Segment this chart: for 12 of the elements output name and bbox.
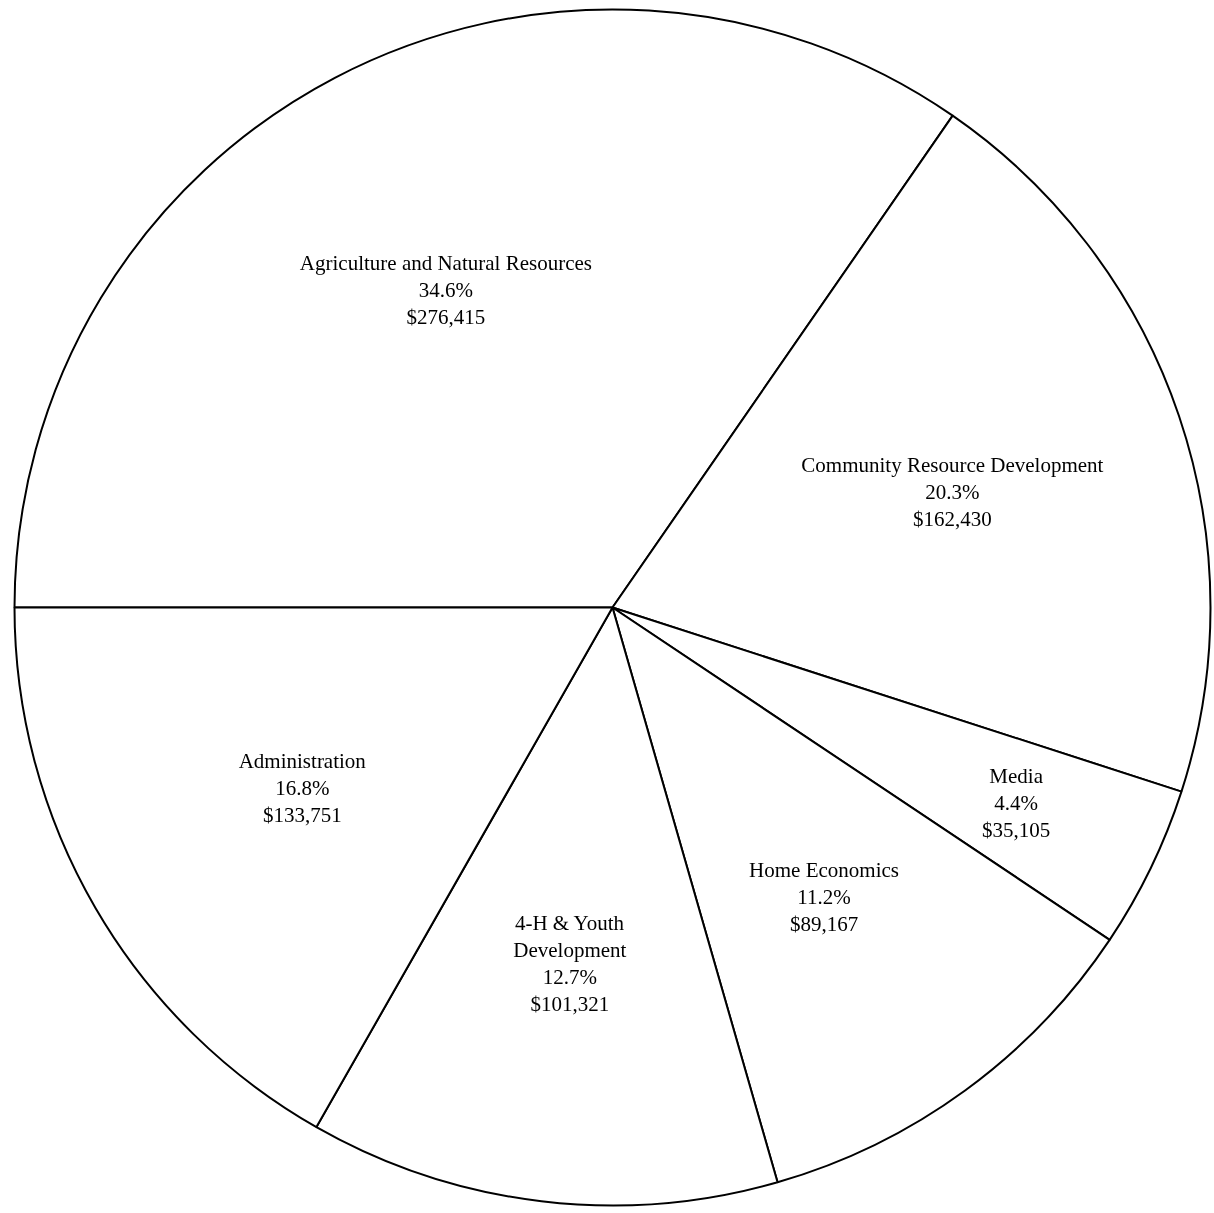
slice-label: 4-H & Youth Development — [513, 911, 627, 963]
data-label: 16.8% $133,751 — [262, 775, 342, 827]
data-label: 12.7% $101,321 — [530, 965, 610, 1017]
slice-label: Home Economics — [749, 858, 900, 883]
data-label: 4.4% $35,105 — [982, 791, 1051, 843]
slice-label: Media — [989, 764, 1044, 789]
data-label: 34.6% $276,415 — [406, 277, 486, 329]
data-label: 20.3% $162,430 — [912, 480, 992, 532]
slice-label: Community Resource Development — [801, 453, 1104, 478]
data-label: 11.2% $89,167 — [789, 885, 859, 937]
slice-label: Agriculture and Natural Resources — [299, 250, 592, 275]
slice-label: Administration — [238, 748, 367, 773]
